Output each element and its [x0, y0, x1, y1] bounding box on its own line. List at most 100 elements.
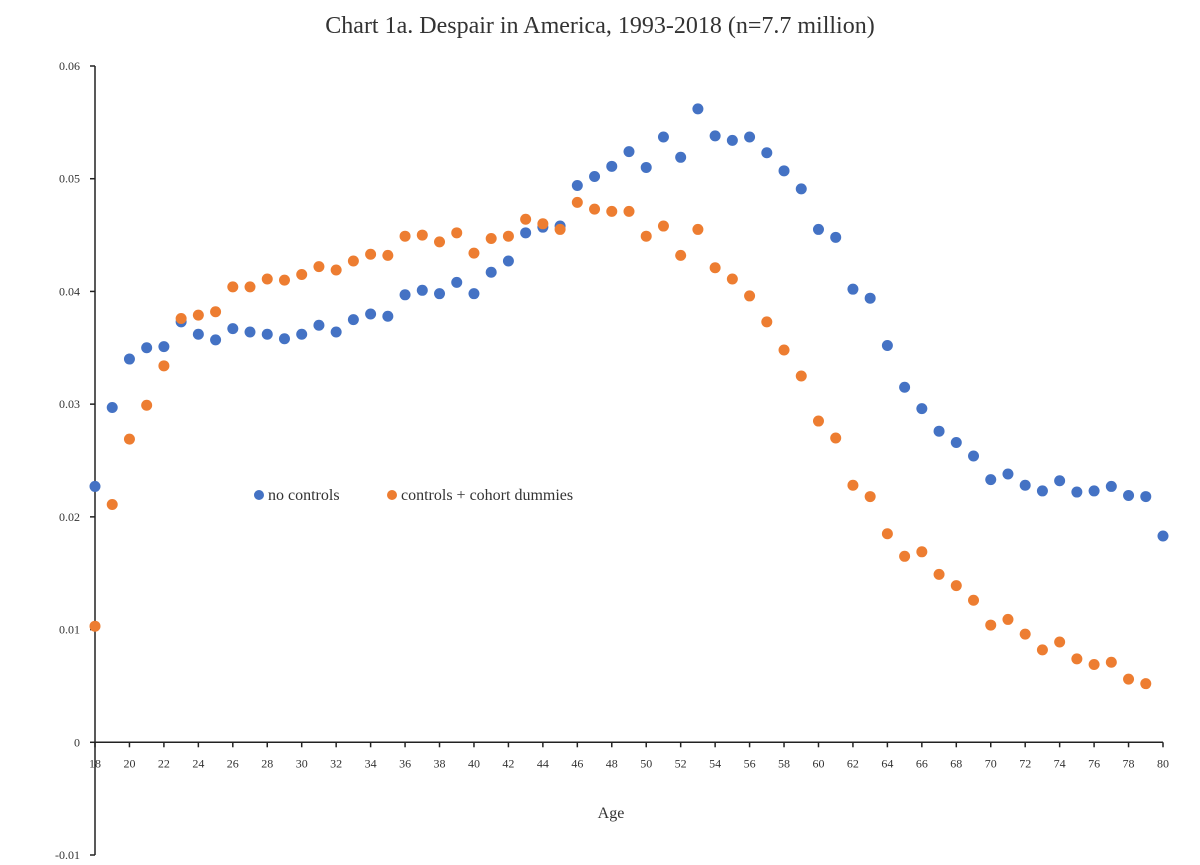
data-point: [571, 196, 583, 208]
data-point: [227, 323, 239, 335]
data-point: [778, 165, 790, 177]
data-point: [365, 308, 377, 320]
data-point: [434, 288, 446, 300]
data-point: [261, 273, 273, 285]
data-point: [485, 232, 497, 244]
data-point: [864, 292, 876, 304]
data-point: [1123, 673, 1135, 685]
data-point: [709, 262, 721, 274]
data-point: [261, 328, 273, 340]
data-point: [382, 249, 394, 261]
data-point: [399, 289, 411, 301]
data-point: [1019, 479, 1031, 491]
x-tick-label: 42: [502, 756, 514, 770]
data-point: [1105, 656, 1117, 668]
x-tick-label: 32: [330, 756, 342, 770]
data-point: [812, 223, 824, 235]
legend-marker-controls-cohort-dummies: [387, 490, 397, 500]
data-point: [830, 231, 842, 243]
data-point: [985, 474, 997, 486]
data-point: [244, 281, 256, 293]
data-point: [382, 310, 394, 322]
data-point: [692, 103, 704, 115]
data-point: [278, 274, 290, 286]
data-point: [347, 314, 359, 326]
data-point: [227, 281, 239, 293]
data-point: [554, 223, 566, 235]
legend: no controls controls + cohort dummies: [254, 487, 573, 504]
data-point: [657, 220, 669, 232]
x-tick-label: 40: [468, 756, 480, 770]
data-point: [365, 248, 377, 260]
data-point: [502, 255, 514, 267]
data-point: [192, 328, 204, 340]
data-point: [210, 334, 222, 346]
data-point: [1088, 485, 1100, 497]
data-point: [606, 205, 618, 217]
x-tick-label: 28: [261, 756, 273, 770]
data-point: [744, 131, 756, 143]
x-tick-label: 26: [227, 756, 239, 770]
data-point: [744, 290, 756, 302]
data-point: [950, 580, 962, 592]
data-point: [675, 249, 687, 261]
data-point: [1002, 613, 1014, 625]
data-point: [847, 479, 859, 491]
data-point: [468, 288, 480, 300]
data-point: [1105, 480, 1117, 492]
data-point: [296, 328, 308, 340]
data-point: [502, 230, 514, 242]
data-point: [761, 147, 773, 159]
data-point: [1123, 489, 1135, 501]
data-point: [123, 433, 135, 445]
legend-label-no-controls: no controls: [268, 487, 340, 504]
legend-marker-no-controls: [254, 490, 264, 500]
x-tick-label: 44: [537, 756, 549, 770]
y-tick-label: 0.03: [59, 397, 80, 411]
x-tick-label: 20: [123, 756, 135, 770]
data-point: [968, 594, 980, 606]
data-point: [985, 619, 997, 631]
y-axis-ticks: -0.01 0 0.01 0.02 0.03 0.04 0.05 0.06: [55, 59, 95, 862]
data-point: [330, 326, 342, 338]
data-point: [830, 432, 842, 444]
data-point: [468, 247, 480, 259]
data-point: [158, 341, 170, 353]
data-point: [933, 425, 945, 437]
series-0-points: [89, 103, 1169, 542]
x-tick-label: 74: [1054, 756, 1066, 770]
data-point: [244, 326, 256, 338]
data-point: [313, 261, 325, 273]
data-point: [520, 227, 532, 239]
data-point: [589, 170, 601, 182]
data-point: [950, 436, 962, 448]
x-axis-ticks: 1820222426283032343638404244464850525456…: [89, 742, 1169, 770]
data-point: [520, 213, 532, 225]
data-point: [141, 399, 153, 411]
x-tick-label: 22: [158, 756, 170, 770]
data-point: [192, 309, 204, 321]
data-point: [451, 276, 463, 288]
x-tick-label: 68: [950, 756, 962, 770]
data-point: [1036, 644, 1048, 656]
y-tick-label: 0.02: [59, 510, 80, 524]
data-point: [864, 491, 876, 503]
data-point: [623, 205, 635, 217]
data-point: [692, 223, 704, 235]
x-tick-label: 52: [675, 756, 687, 770]
data-point: [1157, 530, 1169, 542]
x-tick-label: 70: [985, 756, 997, 770]
chart-title: Chart 1a. Despair in America, 1993-2018 …: [325, 13, 874, 39]
data-point: [623, 146, 635, 158]
data-point: [1140, 491, 1152, 503]
data-points: [89, 103, 1169, 690]
data-point: [640, 230, 652, 242]
data-point: [1054, 475, 1066, 487]
data-point: [89, 480, 101, 492]
data-point: [330, 264, 342, 276]
data-point: [709, 130, 721, 142]
x-tick-label: 50: [640, 756, 652, 770]
x-tick-label: 48: [606, 756, 618, 770]
data-point: [640, 161, 652, 173]
data-point: [313, 319, 325, 331]
